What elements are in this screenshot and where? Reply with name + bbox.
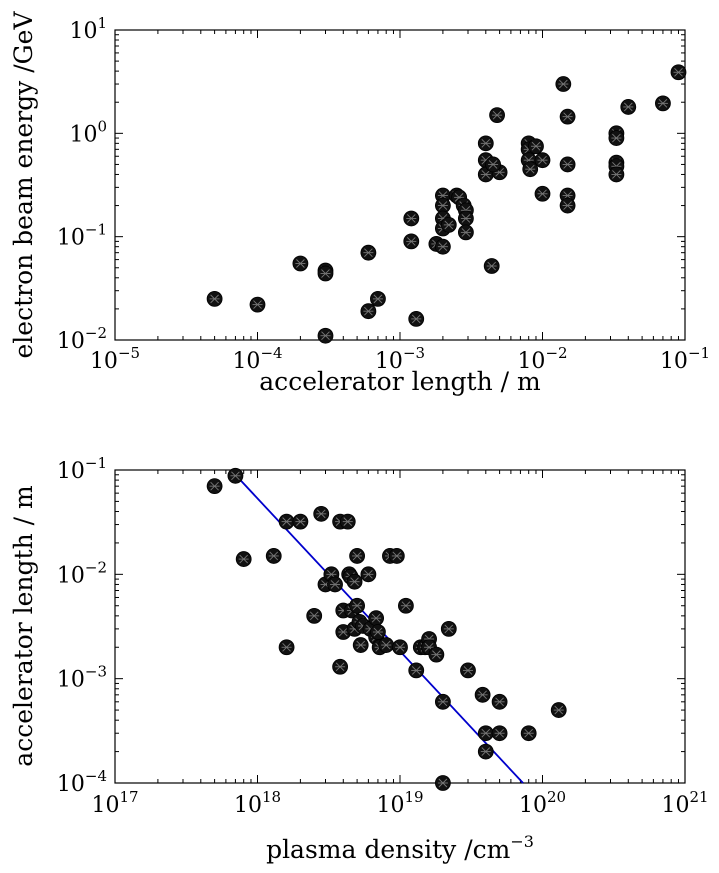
data-point xyxy=(559,156,576,173)
data-point xyxy=(489,107,505,124)
data-point xyxy=(491,725,508,742)
data-point xyxy=(370,624,386,640)
x-tick-label: 10−2 xyxy=(517,344,567,374)
y-tick-label: 10−1 xyxy=(57,221,107,251)
x-axis-label: plasma density /cm−3 xyxy=(266,832,534,864)
data-point xyxy=(265,548,282,564)
data-point xyxy=(349,548,366,564)
data-point xyxy=(360,303,377,320)
data-point xyxy=(555,76,572,92)
data-points xyxy=(206,467,567,791)
data-point xyxy=(332,658,349,675)
data-point xyxy=(520,725,537,742)
data-point xyxy=(483,258,500,274)
data-point xyxy=(206,478,223,495)
data-point xyxy=(477,743,494,760)
x-tick-label: 1019 xyxy=(376,788,423,818)
data-point xyxy=(460,662,476,679)
y-tick-label: 10−2 xyxy=(57,324,107,354)
data-point xyxy=(485,156,501,173)
chart-panel-1: 10−5 10−4 10−3 10−2 10−1 10−2 10−1 100 101 accele… xyxy=(9,11,710,396)
y-tick-label: 10−4 xyxy=(57,767,107,797)
x-tick-label: 10−3 xyxy=(375,344,425,374)
data-point xyxy=(249,296,266,313)
data-point xyxy=(306,607,323,624)
x-tick-label: 1021 xyxy=(661,788,708,818)
data-point xyxy=(428,646,445,663)
data-point xyxy=(317,265,334,282)
data-point xyxy=(550,702,567,718)
data-point xyxy=(559,197,576,214)
data-point xyxy=(327,576,343,593)
plot-frame xyxy=(114,29,686,341)
data-point xyxy=(206,290,223,307)
data-point xyxy=(477,725,494,742)
plot-frame xyxy=(114,469,686,784)
data-point xyxy=(313,505,330,522)
data-point xyxy=(434,197,451,214)
data-point xyxy=(360,244,377,261)
data-point xyxy=(457,210,474,227)
x-tick-label: 10−4 xyxy=(232,344,282,374)
data-point xyxy=(378,637,395,653)
data-point xyxy=(620,99,637,115)
data-point xyxy=(655,95,671,112)
data-point xyxy=(360,566,377,583)
data-point xyxy=(403,233,420,250)
data-point xyxy=(534,152,551,169)
data-point xyxy=(670,64,687,81)
data-point xyxy=(317,327,334,344)
data-point xyxy=(608,130,625,146)
data-point xyxy=(346,573,363,590)
data-point xyxy=(440,216,457,233)
data-point xyxy=(339,513,356,530)
chart-panel-2: 1017 1018 1019 1020 1021 10−4 10−3 10−2 10−1 plas… xyxy=(9,454,709,864)
data-point xyxy=(227,467,244,484)
x-tick-label: 1020 xyxy=(519,788,566,818)
data-point xyxy=(457,224,474,241)
data-point xyxy=(278,639,295,656)
data-point xyxy=(370,290,386,307)
data-point xyxy=(292,513,309,530)
data-point xyxy=(440,620,457,637)
data-point xyxy=(392,639,408,656)
y-tick-label: 10−2 xyxy=(57,558,107,588)
data-point xyxy=(608,166,625,183)
data-point xyxy=(474,686,491,703)
data-point xyxy=(388,548,405,564)
data-point xyxy=(408,311,425,327)
data-point xyxy=(434,775,451,791)
y-axis-label: electron beam energy /GeV xyxy=(9,11,38,359)
y-tick-label: 10−1 xyxy=(57,454,107,484)
data-point xyxy=(534,185,551,202)
x-tick-label: 1018 xyxy=(234,788,281,818)
y-tick-label: 101 xyxy=(69,14,107,44)
data-point xyxy=(368,610,385,627)
data-point xyxy=(559,108,576,125)
x-tick-label: 10−5 xyxy=(90,344,140,374)
data-point xyxy=(403,210,420,227)
y-tick-label: 100 xyxy=(69,117,107,147)
data-point xyxy=(491,693,508,710)
data-point xyxy=(278,513,295,530)
x-tick-label: 10−1 xyxy=(660,344,710,374)
data-point xyxy=(352,637,369,653)
y-axis-label: accelerator length / m xyxy=(9,485,38,767)
data-point xyxy=(349,597,366,614)
y-tick-label: 10−3 xyxy=(57,663,107,693)
data-point xyxy=(434,693,451,710)
data-point xyxy=(397,597,414,614)
x-axis-label: accelerator length / m xyxy=(259,367,541,396)
data-point xyxy=(528,138,544,155)
x-tick-label: 1017 xyxy=(91,788,138,818)
data-points xyxy=(206,64,687,344)
data-point xyxy=(477,135,494,152)
data-point xyxy=(434,238,451,255)
data-point xyxy=(408,662,425,679)
data-point xyxy=(235,551,252,567)
data-point xyxy=(292,255,309,272)
data-point xyxy=(522,161,539,178)
